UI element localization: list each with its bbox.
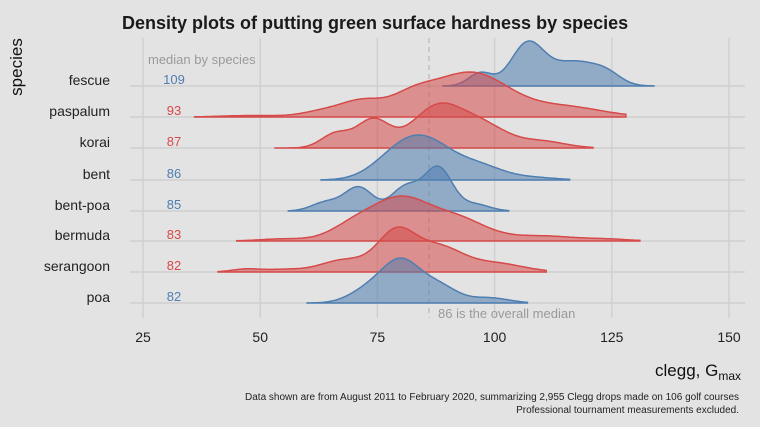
x-tick-label: 125 bbox=[600, 329, 624, 345]
density-ridge-bent bbox=[320, 134, 571, 181]
caption-line-1: Data shown are from August 2011 to Febru… bbox=[245, 392, 739, 403]
overall-median-note: 86 is the overall median bbox=[438, 306, 575, 321]
x-tick-label: 75 bbox=[370, 329, 386, 345]
category-label-serangoon: serangoon bbox=[44, 258, 110, 274]
category-labels: fescue paspalum korai bent bent-poa bermuda se… bbox=[44, 72, 110, 305]
median-label-serangoon: 82 bbox=[167, 258, 181, 273]
x-tick-label: 100 bbox=[483, 329, 507, 345]
median-labels: 109 93 87 86 85 83 82 82 bbox=[163, 72, 185, 304]
category-label-korai: korai bbox=[80, 134, 110, 150]
category-label-poa: poa bbox=[87, 289, 111, 305]
x-axis-title-main: clegg, G bbox=[655, 361, 718, 380]
median-label-korai: 87 bbox=[167, 134, 181, 149]
category-label-paspalum: paspalum bbox=[49, 103, 110, 119]
median-label-fescue: 109 bbox=[163, 72, 185, 87]
median-label-poa: 82 bbox=[167, 289, 181, 304]
x-tick-label: 150 bbox=[717, 329, 741, 345]
median-label-bermuda: 83 bbox=[167, 227, 181, 242]
x-tick-label: 50 bbox=[252, 329, 268, 345]
x-tick-labels: 25 50 75 100 125 150 bbox=[135, 329, 741, 345]
category-label-bent-poa: bent-poa bbox=[55, 197, 110, 213]
category-label-fescue: fescue bbox=[69, 72, 110, 88]
median-header: median by species bbox=[148, 52, 256, 67]
density-ridge-korai bbox=[274, 102, 594, 149]
density-ridge-paspalum bbox=[193, 71, 627, 118]
x-axis-title-subscript: max bbox=[718, 369, 741, 383]
median-label-bent-poa: 85 bbox=[167, 197, 181, 212]
chart-title: Density plots of putting green surface h… bbox=[122, 13, 628, 33]
density-ridges bbox=[193, 40, 655, 304]
density-ridge-poa bbox=[306, 257, 529, 304]
x-tick-label: 25 bbox=[135, 329, 151, 345]
median-label-paspalum: 93 bbox=[167, 103, 181, 118]
density-ridge-bent-poa bbox=[287, 165, 510, 212]
category-label-bermuda: bermuda bbox=[55, 227, 110, 243]
y-axis-title: species bbox=[7, 38, 26, 96]
density-ridge-bermuda bbox=[236, 195, 641, 242]
density-ridge-serangoon bbox=[217, 226, 547, 273]
category-label-bent: bent bbox=[83, 166, 110, 182]
x-axis-title: clegg, Gmax bbox=[655, 361, 741, 383]
median-label-bent: 86 bbox=[167, 166, 181, 181]
caption-line-2: Professional tournament measurements exc… bbox=[516, 405, 739, 416]
